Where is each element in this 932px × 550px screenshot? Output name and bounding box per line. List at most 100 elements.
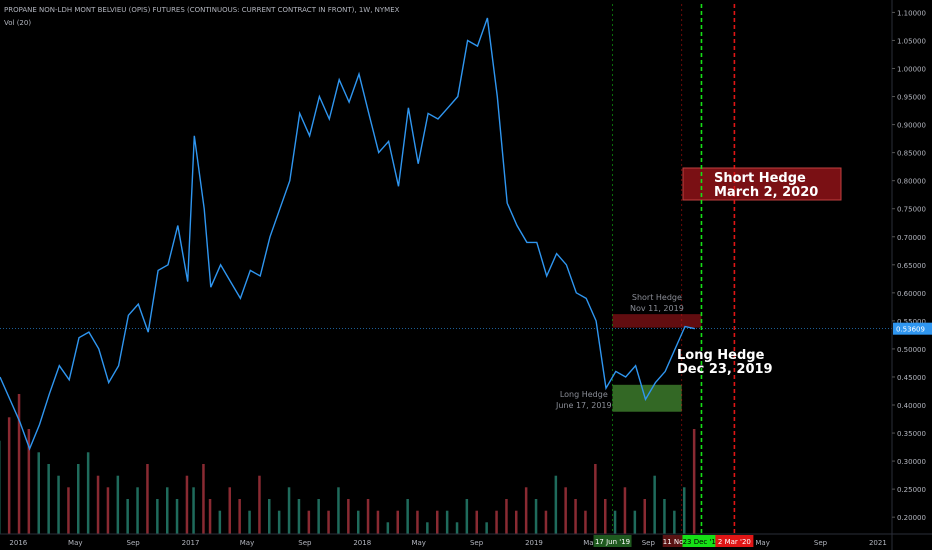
x-tick-label: Sep: [814, 539, 828, 547]
volume-bar: [475, 510, 478, 534]
volume-bar: [623, 487, 627, 534]
volume-bar: [376, 510, 380, 534]
volume-bar: [287, 487, 291, 534]
y-tick-label: 0.80000: [897, 178, 926, 186]
short-hedge-mar-title: Short Hedge: [714, 171, 806, 186]
x-tick-label: May: [411, 539, 425, 547]
y-tick-label: 0.45000: [897, 374, 926, 382]
volume-bar: [584, 510, 587, 534]
volume-bar: [594, 464, 597, 534]
volume-bar: [277, 510, 281, 534]
y-tick-label: 0.20000: [897, 514, 926, 522]
x-tick-label: 2019: [525, 539, 543, 547]
volume-bar: [27, 429, 31, 534]
y-tick-label: 0.40000: [897, 402, 926, 410]
volume-bar: [126, 499, 129, 534]
volume-bar: [116, 475, 120, 534]
volume-bar: [106, 487, 110, 534]
date-marker-label: 11 Nov '19: [663, 538, 701, 546]
date-marker-badge: [593, 535, 632, 547]
volume-bar: [337, 487, 340, 534]
long-hedge-dec-annotation: Long Hedge Dec 23, 2019: [677, 349, 773, 377]
volume-bar: [77, 464, 80, 534]
y-tick-label: 0.85000: [897, 150, 926, 158]
chart-title: PROPANE NON-LDH MONT BELVIEU (OPIS) FUTU…: [4, 6, 400, 14]
long_hedge-zone: [612, 384, 682, 412]
last-price-label: 0.53609: [896, 326, 925, 334]
volume-bar: [357, 510, 360, 534]
volume-bar: [505, 499, 508, 534]
y-tick-label: 0.75000: [897, 206, 926, 214]
y-tick-label: 0.95000: [897, 94, 926, 102]
volume-bar: [96, 475, 100, 534]
volume-bar: [366, 499, 370, 534]
volume-bar: [37, 452, 40, 534]
x-tick-label: May: [755, 539, 769, 547]
y-tick-label: 1.05000: [897, 37, 926, 45]
volume-bar: [445, 510, 449, 534]
y-tick-label: 0.90000: [897, 122, 926, 130]
volume-bar: [485, 522, 488, 534]
volume-bar: [692, 429, 696, 534]
volume-bar: [86, 452, 90, 534]
volume-bar: [185, 475, 189, 534]
volume-bar: [465, 499, 469, 534]
volume-bar: [327, 510, 330, 534]
volume-bar: [317, 499, 320, 534]
volume-indicator-label: Vol (20): [4, 19, 32, 27]
x-tick-label: 2017: [182, 539, 200, 547]
short-hedge-mar-annotation: Short Hedge March 2, 2020: [714, 172, 818, 200]
long-hedge-dec-date: Dec 23, 2019: [677, 362, 773, 377]
x-tick-label: 2018: [353, 539, 371, 547]
short_hedge-zone: [612, 314, 702, 328]
x-tick-label: 2016: [9, 539, 27, 547]
volume-bar: [47, 464, 50, 534]
volume-bar: [258, 475, 261, 534]
volume-bar: [248, 510, 251, 534]
price-series-line: [0, 17, 696, 451]
volume-bar: [426, 522, 429, 534]
volume-bar: [554, 475, 558, 534]
volume-bar: [574, 499, 577, 534]
volume-bar: [386, 522, 390, 534]
volume-bar: [515, 510, 518, 534]
volume-bar: [673, 510, 676, 534]
date-marker-badge: [682, 535, 721, 547]
short-hedge-nov-annotation: Short Hedge Nov 11, 2019: [630, 292, 684, 314]
volume-bar: [67, 487, 70, 534]
volume-bar: [347, 499, 350, 534]
volume-bar: [208, 499, 212, 534]
y-tick-label: 0.25000: [897, 486, 926, 494]
date-marker-badge: [715, 535, 754, 547]
long-hedge-jun-title: Long Hedge: [559, 390, 608, 399]
volume-bar: [436, 510, 439, 534]
volume-bar: [238, 499, 241, 534]
x-tick-label: Sep: [127, 539, 141, 547]
volume-bar: [653, 475, 656, 534]
y-tick-label: 0.55000: [897, 318, 926, 326]
volume-bar: [136, 487, 139, 534]
short-hedge-nov-title: Short Hedge: [631, 293, 682, 302]
volume-bar: [643, 499, 646, 534]
volume-bar: [613, 510, 617, 534]
volume-bar: [416, 510, 419, 534]
volume-bar: [166, 487, 169, 534]
x-tick-label: Sep: [470, 539, 484, 547]
volume-bar: [268, 499, 271, 534]
volume-bar: [534, 499, 538, 534]
volume-bar: [633, 510, 637, 534]
volume-bar: [663, 499, 666, 534]
short-hedge-mar-date: March 2, 2020: [714, 185, 819, 200]
y-tick-label: 0.30000: [897, 458, 926, 466]
volume-bar: [297, 499, 301, 534]
y-tick-label: 0.65000: [897, 262, 926, 270]
volume-bar: [564, 487, 567, 534]
x-tick-label: May: [583, 539, 597, 547]
volume-bar: [455, 522, 459, 534]
date-marker-label: 2 Mar '20: [718, 538, 751, 546]
volume-bar: [7, 417, 11, 534]
x-tick-label: May: [240, 539, 254, 547]
volume-bar: [57, 475, 60, 534]
volume-bar: [495, 510, 498, 534]
